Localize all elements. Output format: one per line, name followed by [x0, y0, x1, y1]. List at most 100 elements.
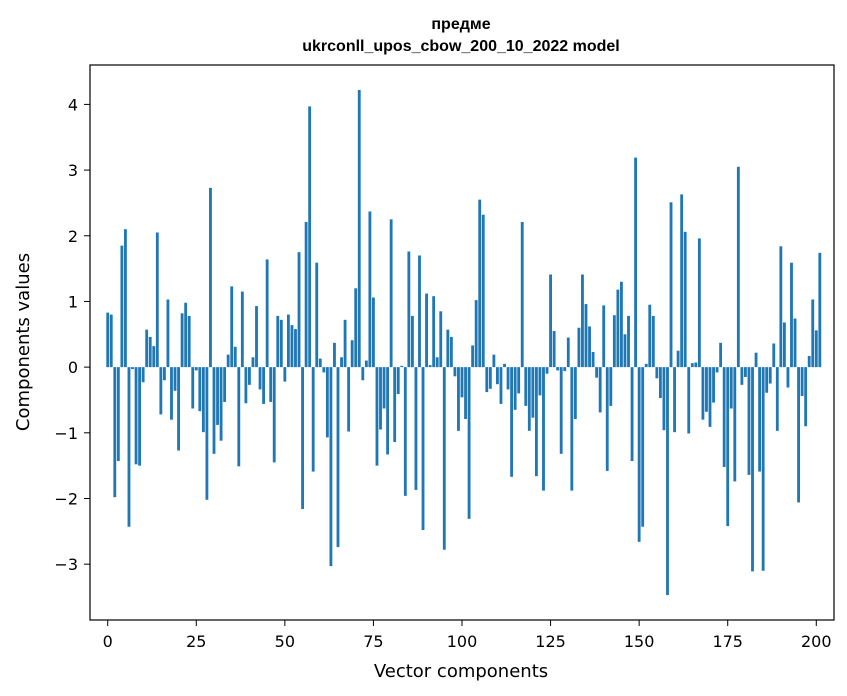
bar: [644, 363, 648, 368]
bar: [403, 367, 407, 496]
bar: [230, 286, 234, 368]
chart-title-line-1: предме: [431, 16, 490, 33]
bar: [697, 238, 701, 368]
bar: [616, 289, 620, 368]
x-tick-label: 125: [535, 632, 566, 651]
bar: [410, 315, 414, 368]
bar: [793, 318, 797, 368]
bar: [648, 304, 652, 368]
bar: [219, 367, 223, 441]
bar: [655, 367, 659, 379]
bar: [747, 367, 751, 475]
bar: [559, 367, 563, 454]
x-tick-label: 150: [624, 632, 655, 651]
bar: [396, 367, 400, 395]
bar: [520, 221, 524, 368]
bar: [336, 367, 340, 548]
bar: [120, 245, 124, 368]
bar: [173, 367, 177, 391]
bar: [577, 327, 581, 368]
bar: [481, 214, 485, 368]
bar: [499, 367, 503, 404]
x-axis-label: Vector components: [374, 661, 548, 682]
bar: [272, 367, 276, 463]
bar: [602, 305, 606, 368]
bar: [740, 367, 744, 385]
bar: [279, 319, 283, 368]
bar: [552, 331, 556, 368]
bar: [201, 367, 205, 433]
bar: [467, 367, 471, 519]
bar: [492, 354, 496, 368]
bar-series: [106, 89, 822, 596]
bar: [400, 365, 404, 368]
bar: [435, 357, 439, 368]
bar: [258, 367, 262, 390]
bar: [180, 313, 184, 368]
bar: [563, 367, 567, 372]
bar: [464, 367, 467, 420]
bar: [315, 262, 319, 368]
bar: [425, 293, 428, 368]
bar: [712, 367, 715, 403]
bar: [449, 336, 453, 368]
bar: [790, 262, 793, 368]
bar: [690, 363, 694, 368]
bar: [527, 367, 531, 431]
bar: [726, 367, 730, 527]
bar: [680, 194, 684, 368]
y-tick-label: 2: [68, 227, 78, 246]
bar: [804, 367, 808, 427]
bar: [382, 367, 386, 409]
bar: [421, 367, 425, 531]
bar: [379, 367, 382, 430]
bar: [765, 367, 769, 393]
bar: [506, 367, 510, 390]
bar: [240, 291, 244, 368]
bar: [124, 229, 127, 368]
bar: [389, 219, 393, 368]
bar: [354, 288, 358, 368]
bar: [372, 297, 375, 368]
bar: [393, 367, 397, 443]
bar: [145, 329, 149, 368]
bar: [620, 281, 623, 368]
bar: [658, 367, 662, 398]
x-tick-label: 75: [363, 632, 383, 651]
bar: [318, 358, 322, 368]
bar: [276, 315, 280, 368]
bar: [751, 367, 754, 572]
bar: [662, 367, 666, 431]
y-tick-label: 0: [68, 358, 78, 377]
bar: [329, 367, 333, 567]
bar: [775, 367, 779, 431]
bar: [701, 367, 705, 420]
bar: [478, 199, 482, 368]
bar: [265, 259, 269, 368]
bar: [708, 367, 712, 427]
bar: [194, 367, 198, 371]
bar: [248, 367, 251, 385]
bar: [651, 315, 655, 368]
bar: [198, 367, 202, 412]
bar: [418, 255, 421, 368]
y-tick-label: 4: [68, 95, 78, 114]
bar: [694, 362, 698, 368]
bar: [148, 336, 152, 368]
bar: [333, 342, 336, 368]
bar: [556, 367, 560, 371]
bar: [517, 367, 521, 394]
bar: [634, 157, 638, 368]
bar: [159, 367, 163, 415]
bar: [223, 367, 227, 402]
bar: [177, 367, 180, 451]
bar: [134, 367, 138, 465]
bar: [542, 367, 545, 491]
bar: [113, 367, 117, 498]
bar: [573, 367, 577, 420]
bar: [343, 319, 347, 368]
bar: [297, 252, 301, 368]
bar: [340, 357, 343, 368]
